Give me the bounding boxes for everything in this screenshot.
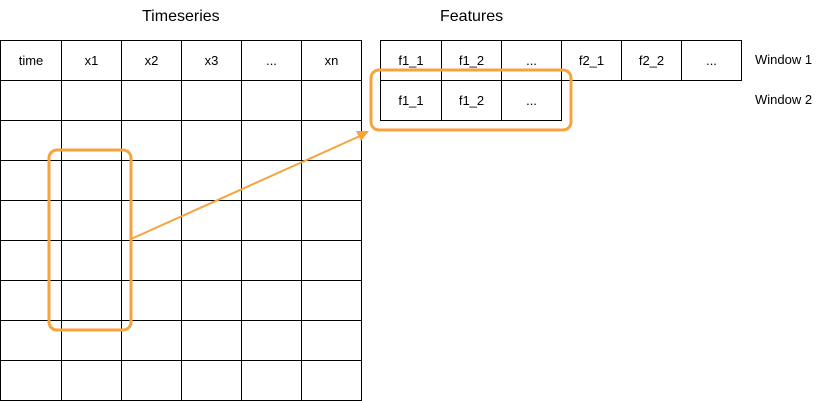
window-1-feature-row: f1_1 f1_2... f2_1 f2_2... bbox=[380, 40, 742, 81]
window-2-highlight bbox=[369, 68, 573, 132]
timeseries-cell bbox=[0, 200, 62, 241]
timeseries-cell bbox=[301, 320, 362, 361]
timeseries-header-cell: time bbox=[0, 40, 62, 81]
timeseries-cell bbox=[241, 320, 302, 361]
timeseries-cell bbox=[241, 360, 302, 401]
window-1-feature-cell: f1_2 bbox=[441, 40, 502, 81]
mapping-arrow-head bbox=[356, 131, 369, 141]
window-1-label: Window 1 bbox=[755, 52, 813, 67]
timeseries-cell bbox=[181, 320, 242, 361]
timeseries-header-cell: ... bbox=[241, 40, 302, 81]
timeseries-header-row: time x1 x2 x3... xn bbox=[0, 40, 362, 81]
timeseries-title: Timeseries bbox=[142, 8, 220, 25]
timeseries-cell bbox=[181, 360, 242, 401]
timeseries-cell bbox=[181, 120, 242, 161]
window-2-feature-cell: f1_2 bbox=[441, 80, 502, 121]
features-window1-table: f1_1 f1_2... f2_1 f2_2... bbox=[380, 40, 742, 81]
window-2-label: Window 2 bbox=[755, 92, 813, 107]
timeseries-cell bbox=[241, 120, 302, 161]
timeseries-row bbox=[0, 200, 362, 241]
timeseries-cell bbox=[61, 360, 122, 401]
window-1-feature-cell: ... bbox=[681, 40, 742, 81]
window-2-feature-cell: ... bbox=[501, 80, 562, 121]
timeseries-cell bbox=[181, 200, 242, 241]
timeseries-cell bbox=[61, 120, 122, 161]
window-1-feature-cell: ... bbox=[501, 40, 562, 81]
timeseries-cell bbox=[181, 80, 242, 121]
features-title: Features bbox=[440, 8, 504, 25]
mapping-arrow-line bbox=[130, 135, 361, 240]
timeseries-header-cell: xn bbox=[301, 40, 362, 81]
features-window2-table: f1_1 f1_2... bbox=[380, 80, 562, 121]
timeseries-row bbox=[0, 360, 362, 401]
x1-column-highlight bbox=[47, 148, 133, 332]
window-2-feature-row: f1_1 f1_2... bbox=[380, 80, 562, 121]
timeseries-cell bbox=[301, 360, 362, 401]
timeseries-cell bbox=[121, 360, 182, 401]
